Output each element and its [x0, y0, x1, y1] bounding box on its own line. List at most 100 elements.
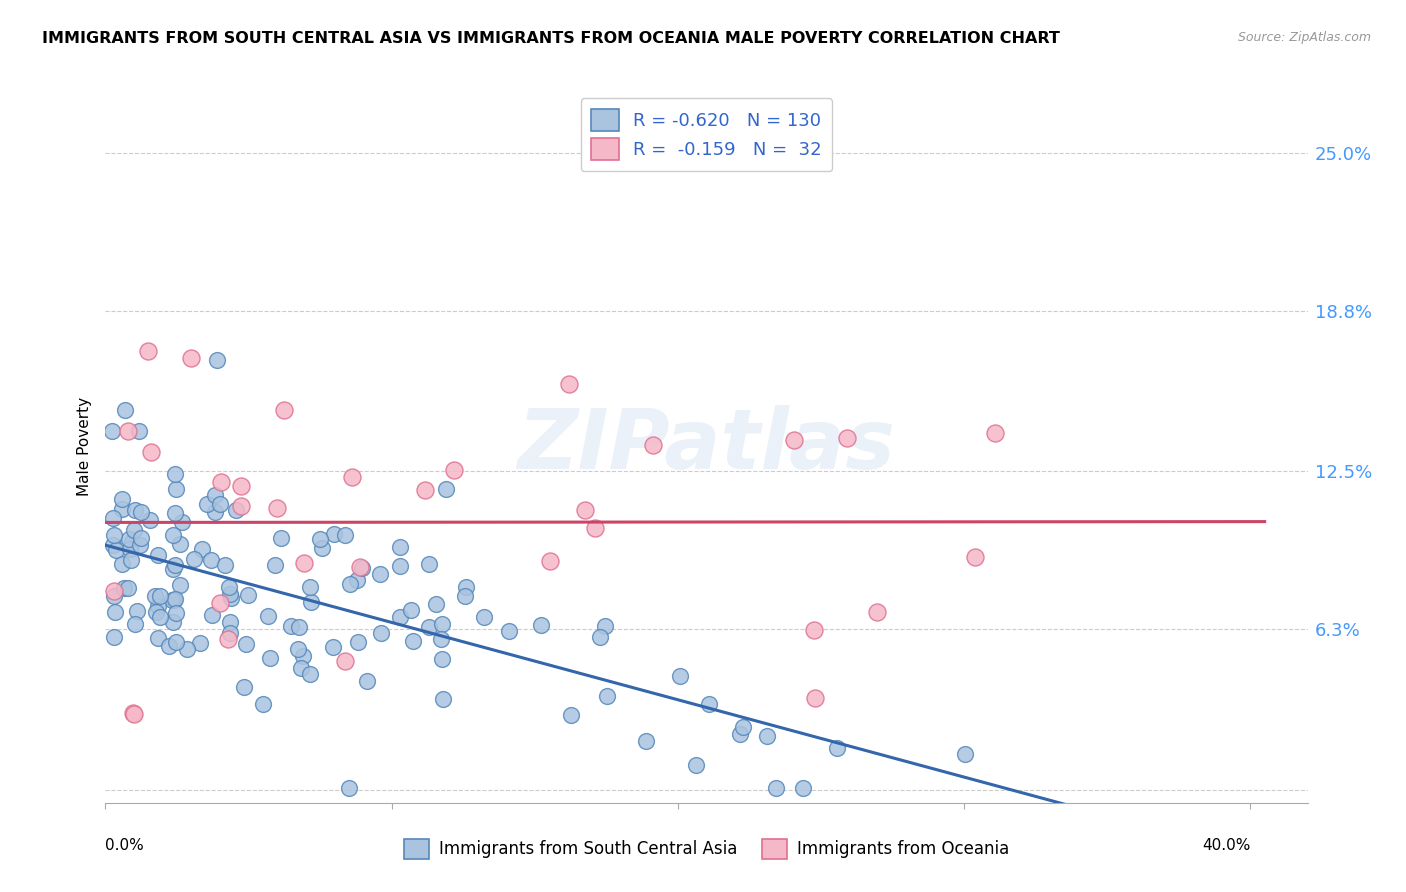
- Text: 0.0%: 0.0%: [105, 838, 145, 854]
- Point: [163, 592, 186, 607]
- Point: [148, 631, 170, 645]
- Point: [165, 467, 187, 482]
- Point: [430, 652, 453, 666]
- Point: [263, 558, 285, 572]
- Point: [728, 727, 751, 741]
- Point: [129, 505, 152, 519]
- Point: [129, 531, 152, 545]
- Point: [574, 503, 596, 517]
- Point: [219, 625, 242, 640]
- Point: [225, 502, 247, 516]
- Point: [165, 635, 187, 649]
- Point: [273, 403, 295, 417]
- Point: [176, 641, 198, 656]
- Point: [122, 706, 145, 720]
- Point: [103, 589, 125, 603]
- Point: [162, 528, 184, 542]
- Point: [166, 606, 188, 620]
- Point: [214, 558, 236, 573]
- Point: [218, 581, 240, 595]
- Point: [270, 532, 292, 546]
- Point: [288, 620, 311, 634]
- Point: [309, 533, 332, 547]
- Point: [636, 734, 658, 748]
- Point: [169, 578, 191, 592]
- Point: [983, 425, 1005, 440]
- Point: [337, 780, 360, 795]
- Point: [219, 615, 242, 629]
- Point: [101, 538, 124, 552]
- Point: [129, 538, 152, 552]
- Point: [953, 747, 976, 761]
- Y-axis label: Male Poverty: Male Poverty: [77, 396, 93, 496]
- Point: [432, 692, 454, 706]
- Point: [183, 552, 205, 566]
- Point: [287, 642, 309, 657]
- Point: [825, 740, 848, 755]
- Point: [112, 581, 135, 595]
- Point: [111, 501, 134, 516]
- Point: [595, 619, 617, 633]
- Point: [866, 605, 889, 619]
- Point: [280, 619, 302, 633]
- Point: [124, 617, 146, 632]
- Point: [148, 589, 170, 603]
- Point: [322, 527, 344, 541]
- Point: [498, 624, 520, 639]
- Point: [299, 595, 322, 609]
- Point: [290, 661, 312, 675]
- Point: [413, 483, 436, 498]
- Point: [589, 630, 612, 644]
- Point: [163, 593, 186, 607]
- Point: [162, 615, 184, 629]
- Point: [783, 433, 806, 447]
- Point: [117, 424, 139, 438]
- Point: [163, 558, 186, 572]
- Point: [127, 604, 149, 618]
- Point: [146, 599, 169, 613]
- Point: [200, 552, 222, 566]
- Point: [803, 691, 825, 706]
- Point: [162, 562, 184, 576]
- Point: [146, 548, 169, 562]
- Point: [340, 470, 363, 484]
- Point: [583, 521, 606, 535]
- Text: 40.0%: 40.0%: [1202, 838, 1250, 854]
- Point: [117, 581, 139, 595]
- Point: [118, 541, 141, 556]
- Point: [454, 589, 477, 603]
- Point: [596, 689, 619, 703]
- Point: [104, 542, 127, 557]
- Point: [425, 597, 447, 611]
- Point: [474, 610, 496, 624]
- Point: [346, 573, 368, 587]
- Point: [111, 557, 134, 571]
- Point: [188, 636, 211, 650]
- Point: [430, 616, 453, 631]
- Point: [114, 403, 136, 417]
- Point: [165, 482, 187, 496]
- Point: [641, 438, 664, 452]
- Point: [205, 353, 228, 368]
- Point: [149, 609, 172, 624]
- Point: [103, 511, 125, 525]
- Point: [157, 640, 180, 654]
- Point: [233, 680, 256, 694]
- Point: [145, 605, 167, 619]
- Point: [195, 497, 218, 511]
- Point: [333, 654, 356, 668]
- Point: [238, 588, 260, 602]
- Point: [668, 668, 690, 682]
- Point: [835, 431, 858, 445]
- Point: [430, 632, 453, 646]
- Point: [229, 499, 252, 513]
- Point: [347, 635, 370, 649]
- Point: [252, 698, 274, 712]
- Point: [558, 377, 581, 392]
- Point: [370, 566, 392, 581]
- Point: [191, 541, 214, 556]
- Point: [172, 516, 194, 530]
- Point: [163, 506, 186, 520]
- Point: [388, 540, 411, 554]
- Point: [803, 623, 825, 637]
